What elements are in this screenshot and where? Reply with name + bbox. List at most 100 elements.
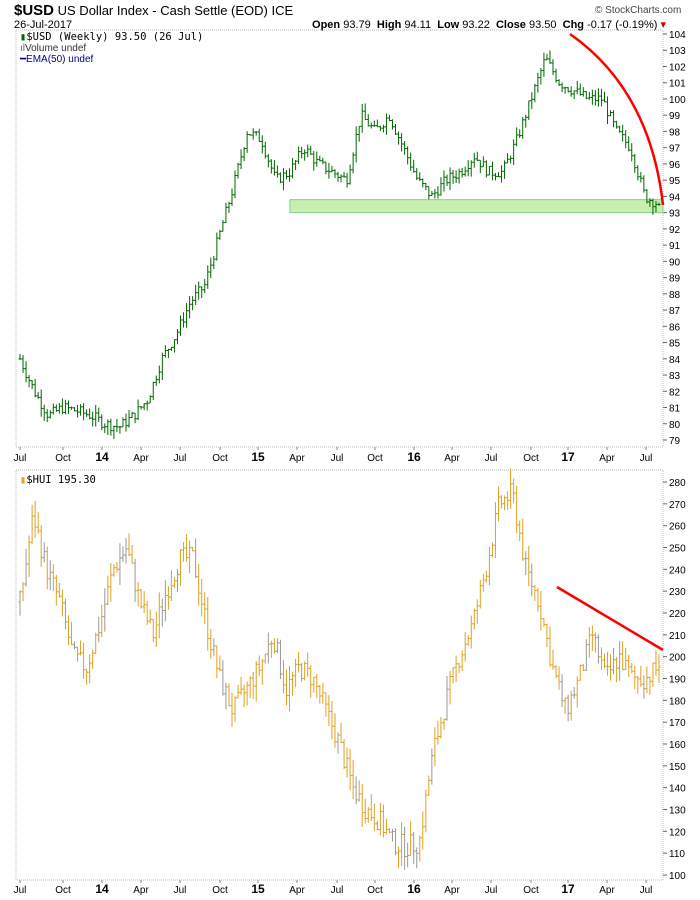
usd-bar [172, 339, 176, 353]
hui-bar [418, 835, 422, 862]
usd-bar [512, 139, 516, 165]
usd-bar [427, 186, 431, 200]
hui-bar [203, 592, 207, 625]
usd-bar [451, 169, 455, 184]
usd-bar [157, 365, 161, 384]
hui-bar [248, 676, 252, 698]
x-tick-label: Apr [599, 453, 615, 464]
hui-bar [581, 663, 585, 672]
downtrend-line [556, 585, 664, 652]
usd-bar [354, 126, 358, 163]
usd-bar [645, 189, 649, 204]
usd-bar [42, 404, 46, 421]
usd-bar [415, 168, 419, 181]
hui-bar [539, 591, 543, 631]
hui-bar [475, 599, 479, 624]
usd-bar [342, 171, 346, 178]
hui-bar [224, 682, 228, 710]
hui-bar [403, 826, 407, 870]
hui-bar [336, 732, 340, 754]
hui-bar [387, 828, 391, 834]
hui-bar [303, 661, 307, 681]
usd-bar [463, 166, 467, 177]
usd-bar [460, 167, 464, 178]
hui-bar [360, 783, 364, 827]
usd-bar [596, 88, 600, 107]
hui-bar [48, 560, 52, 591]
usd-bar [506, 153, 510, 164]
usd-bar [112, 425, 116, 440]
usd-bar [515, 127, 519, 147]
hui-bar [263, 653, 267, 664]
usd-bar [312, 150, 316, 171]
usd-bar [139, 406, 143, 410]
hui-bar [375, 820, 379, 831]
usd-bar [124, 413, 128, 432]
usd-bar [221, 219, 225, 232]
usd-bar [330, 165, 334, 173]
usd-bar [324, 161, 328, 175]
y-tick-label: 200 [669, 653, 686, 664]
y-tick-label: 102 [669, 62, 686, 73]
hui-bar [185, 534, 189, 562]
hui-bar [169, 569, 173, 602]
hui-bar [139, 588, 143, 609]
y-tick-label: 210 [669, 631, 686, 642]
usd-bar [69, 406, 73, 410]
hui-bar [157, 592, 161, 639]
y-tick-label: 97 [669, 144, 681, 155]
usd-bar [233, 170, 237, 199]
usd-bar [197, 281, 201, 300]
hui-bar [191, 547, 195, 552]
hui-bar [172, 577, 176, 589]
x-tick-label: 14 [95, 882, 109, 896]
hui-bar [79, 640, 83, 656]
hui-bar [321, 682, 325, 704]
hui-bar [654, 650, 658, 676]
usd-bar [45, 409, 49, 422]
usd-bar [51, 403, 55, 415]
hui-bar [642, 675, 646, 699]
high-value: 94.11 [404, 19, 432, 31]
hui-bar [309, 665, 313, 698]
usd-bar [200, 286, 204, 299]
usd-bar [60, 398, 64, 415]
usd-bar [100, 414, 104, 431]
usd-bar [478, 159, 482, 174]
hui-bar [45, 546, 49, 590]
x-tick-label: Jul [174, 453, 187, 464]
usd-bar [230, 188, 234, 207]
hui-bar [593, 632, 597, 653]
usd-bar [203, 279, 207, 294]
usd-bar [218, 229, 222, 240]
x-tick-label: Jul [174, 885, 187, 896]
usd-bar [27, 375, 31, 388]
hui-bar [260, 658, 264, 685]
hui-bar [612, 647, 616, 675]
y-tick-label: 140 [669, 784, 686, 795]
usd-bar [285, 170, 289, 180]
hui-bar [127, 533, 131, 557]
hui-bar [397, 846, 401, 869]
hui-bar [648, 676, 652, 695]
hui-bar [478, 579, 482, 609]
y-tick-label: 89 [669, 274, 681, 285]
hui-bar [551, 649, 555, 670]
usd-bar [169, 346, 173, 352]
x-tick-label: Jul [640, 453, 653, 464]
hui-bar [227, 683, 231, 707]
hui-bar [421, 811, 425, 850]
usd-bar [503, 160, 507, 179]
usd-bar [224, 202, 228, 224]
y-tick-label: 170 [669, 718, 686, 729]
usd-bar [651, 198, 655, 215]
y-tick-label: 180 [669, 696, 686, 707]
hui-bar [578, 664, 582, 681]
y-tick-label: 95 [669, 176, 681, 187]
hui-bar [351, 760, 355, 800]
usd-bar [572, 90, 576, 100]
hui-bar [33, 500, 37, 538]
hui-bar [154, 611, 158, 648]
hui-bar [542, 618, 546, 627]
usd-bar [454, 170, 458, 184]
